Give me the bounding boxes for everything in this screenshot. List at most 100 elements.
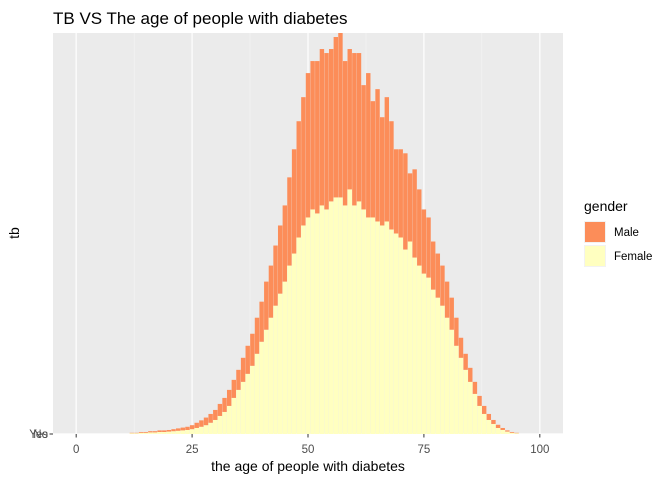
bar-male — [194, 422, 199, 428]
bar-male — [296, 121, 301, 238]
bar-male — [417, 189, 422, 266]
bar-female — [352, 205, 357, 434]
bar-male — [264, 281, 269, 330]
bar-female — [347, 189, 352, 434]
bar-female — [203, 425, 209, 434]
bar-male — [347, 49, 352, 190]
bar-female — [231, 397, 237, 434]
bar-male — [375, 89, 380, 222]
legend-swatch-male — [585, 222, 605, 242]
bar-male — [240, 357, 246, 382]
bar-male — [426, 217, 431, 278]
bar-male — [412, 169, 417, 258]
bar-male — [324, 53, 329, 210]
bar-female — [254, 353, 260, 434]
bar-male — [185, 426, 190, 430]
bar-female — [366, 217, 371, 434]
bar-male — [152, 431, 158, 433]
bar-female — [296, 237, 301, 434]
bar-male — [157, 430, 162, 432]
bar-female — [301, 225, 306, 434]
bar-female — [226, 405, 232, 434]
bar-male — [352, 53, 357, 206]
bar-female — [379, 225, 385, 434]
bar-male — [407, 173, 413, 242]
bar-male — [166, 429, 172, 432]
bar-female — [166, 431, 172, 434]
x-tick-label: 75 — [418, 444, 431, 456]
bar-female — [240, 381, 246, 434]
bar-female — [162, 431, 167, 434]
bar-female — [458, 357, 464, 434]
bar-male — [180, 427, 186, 431]
bar-female — [430, 289, 436, 434]
bar-female — [268, 317, 274, 434]
y-axis-title: tb — [6, 227, 22, 239]
bar-female — [138, 432, 144, 434]
bar-female — [403, 249, 408, 434]
bar-male — [500, 427, 505, 430]
bar-female — [152, 432, 158, 434]
bar-female — [389, 229, 394, 434]
bar-male — [199, 420, 204, 427]
bar-female — [514, 433, 519, 434]
bar-male — [509, 431, 515, 433]
bar-female — [199, 426, 204, 434]
bar-female — [477, 405, 482, 434]
bar-female — [264, 329, 269, 434]
bar-female — [185, 429, 190, 434]
bar-female — [444, 317, 450, 434]
x-tick-label: 50 — [302, 444, 315, 456]
bar-male — [222, 397, 227, 412]
bar-female — [375, 221, 380, 434]
legend-swatch-female — [585, 246, 605, 266]
chart-title: TB VS The age of people with diabetes — [53, 9, 348, 28]
x-axis-title: the age of people with diabetes — [211, 458, 405, 474]
bar-female — [157, 431, 162, 434]
bar-female — [333, 197, 339, 434]
x-tick-label: 100 — [530, 444, 549, 456]
series-male — [129, 33, 519, 434]
bar-male — [486, 413, 492, 420]
bar-male — [301, 97, 306, 226]
bar-female — [356, 201, 362, 434]
bar-female — [319, 205, 325, 434]
bar-male — [356, 53, 362, 202]
bar-male — [444, 281, 450, 318]
bar-female — [310, 209, 315, 434]
bar-female — [236, 389, 241, 434]
bar-female — [175, 430, 181, 434]
bar-male — [189, 425, 195, 430]
bar-male — [148, 431, 153, 433]
bar-male — [213, 409, 218, 420]
bar-female — [472, 393, 478, 434]
bar-male — [398, 149, 403, 238]
bar-female — [426, 277, 431, 434]
bar-male — [236, 369, 241, 390]
bar-female — [134, 433, 139, 434]
bar-female — [468, 381, 473, 434]
bar-male — [245, 345, 250, 374]
bar-female — [282, 281, 288, 434]
bar-male — [491, 419, 496, 424]
bar-female — [328, 201, 334, 434]
bar-female — [245, 373, 250, 434]
bar-female — [361, 209, 366, 434]
bar-female — [440, 305, 445, 434]
bar-female — [250, 365, 255, 434]
bar-male — [333, 37, 339, 198]
bar-male — [273, 245, 278, 306]
bar-male — [305, 73, 311, 218]
bar-female — [412, 257, 417, 434]
bar-female — [463, 369, 468, 434]
bar-male — [366, 73, 371, 218]
bar-female — [324, 209, 329, 434]
x-axis: 0 25 50 75 100 — [73, 434, 549, 456]
bar-male — [171, 429, 176, 432]
bar-female — [194, 427, 199, 434]
bar-female — [495, 427, 501, 434]
bar-female — [143, 432, 148, 434]
legend: gender Male Female — [584, 198, 652, 267]
bar-female — [148, 432, 153, 434]
